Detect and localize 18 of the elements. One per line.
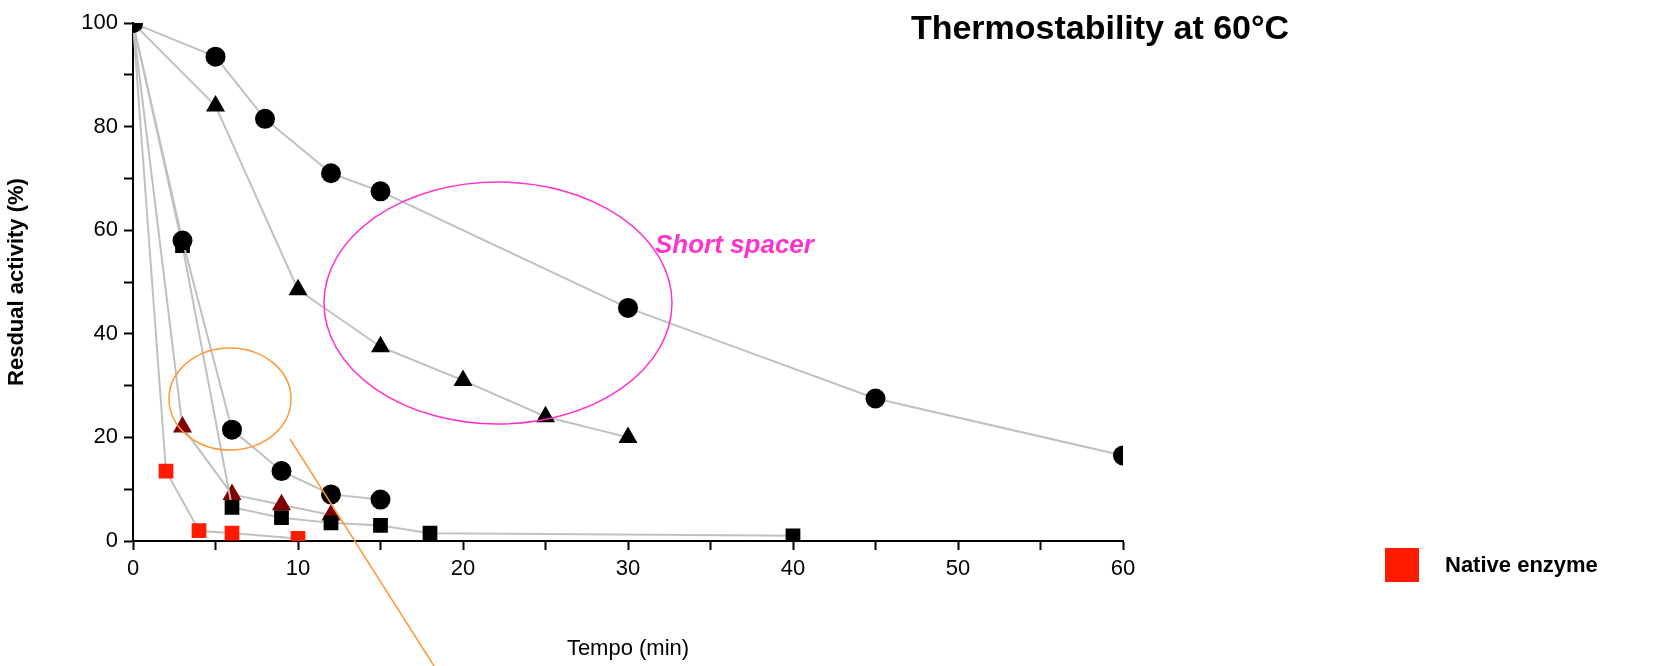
chart-title: Thermostability at 60°C — [909, 8, 1291, 47]
annotation: Short spacer — [655, 229, 816, 260]
y-tick-label: 100 — [81, 9, 118, 35]
x-tick-label: 0 — [126, 555, 140, 581]
x-tick-label: 50 — [945, 555, 971, 581]
y-tick-label: 60 — [93, 216, 118, 242]
y-tick-label: 0 — [105, 527, 118, 553]
legend-label: Native enzyme — [1445, 552, 1598, 578]
x-tick-label: 30 — [615, 555, 641, 581]
y-tick-label: 40 — [93, 319, 118, 345]
x-tick-label: 60 — [1110, 555, 1136, 581]
y-axis-title: Resdual activity (%) — [3, 178, 29, 386]
y-tick-label: 80 — [93, 112, 118, 138]
y-tick-label: 20 — [93, 423, 118, 449]
x-tick-label: 40 — [780, 555, 806, 581]
x-tick-label: 10 — [285, 555, 311, 581]
x-axis-title: Tempo (min) — [566, 634, 690, 660]
x-tick-label: 20 — [450, 555, 476, 581]
